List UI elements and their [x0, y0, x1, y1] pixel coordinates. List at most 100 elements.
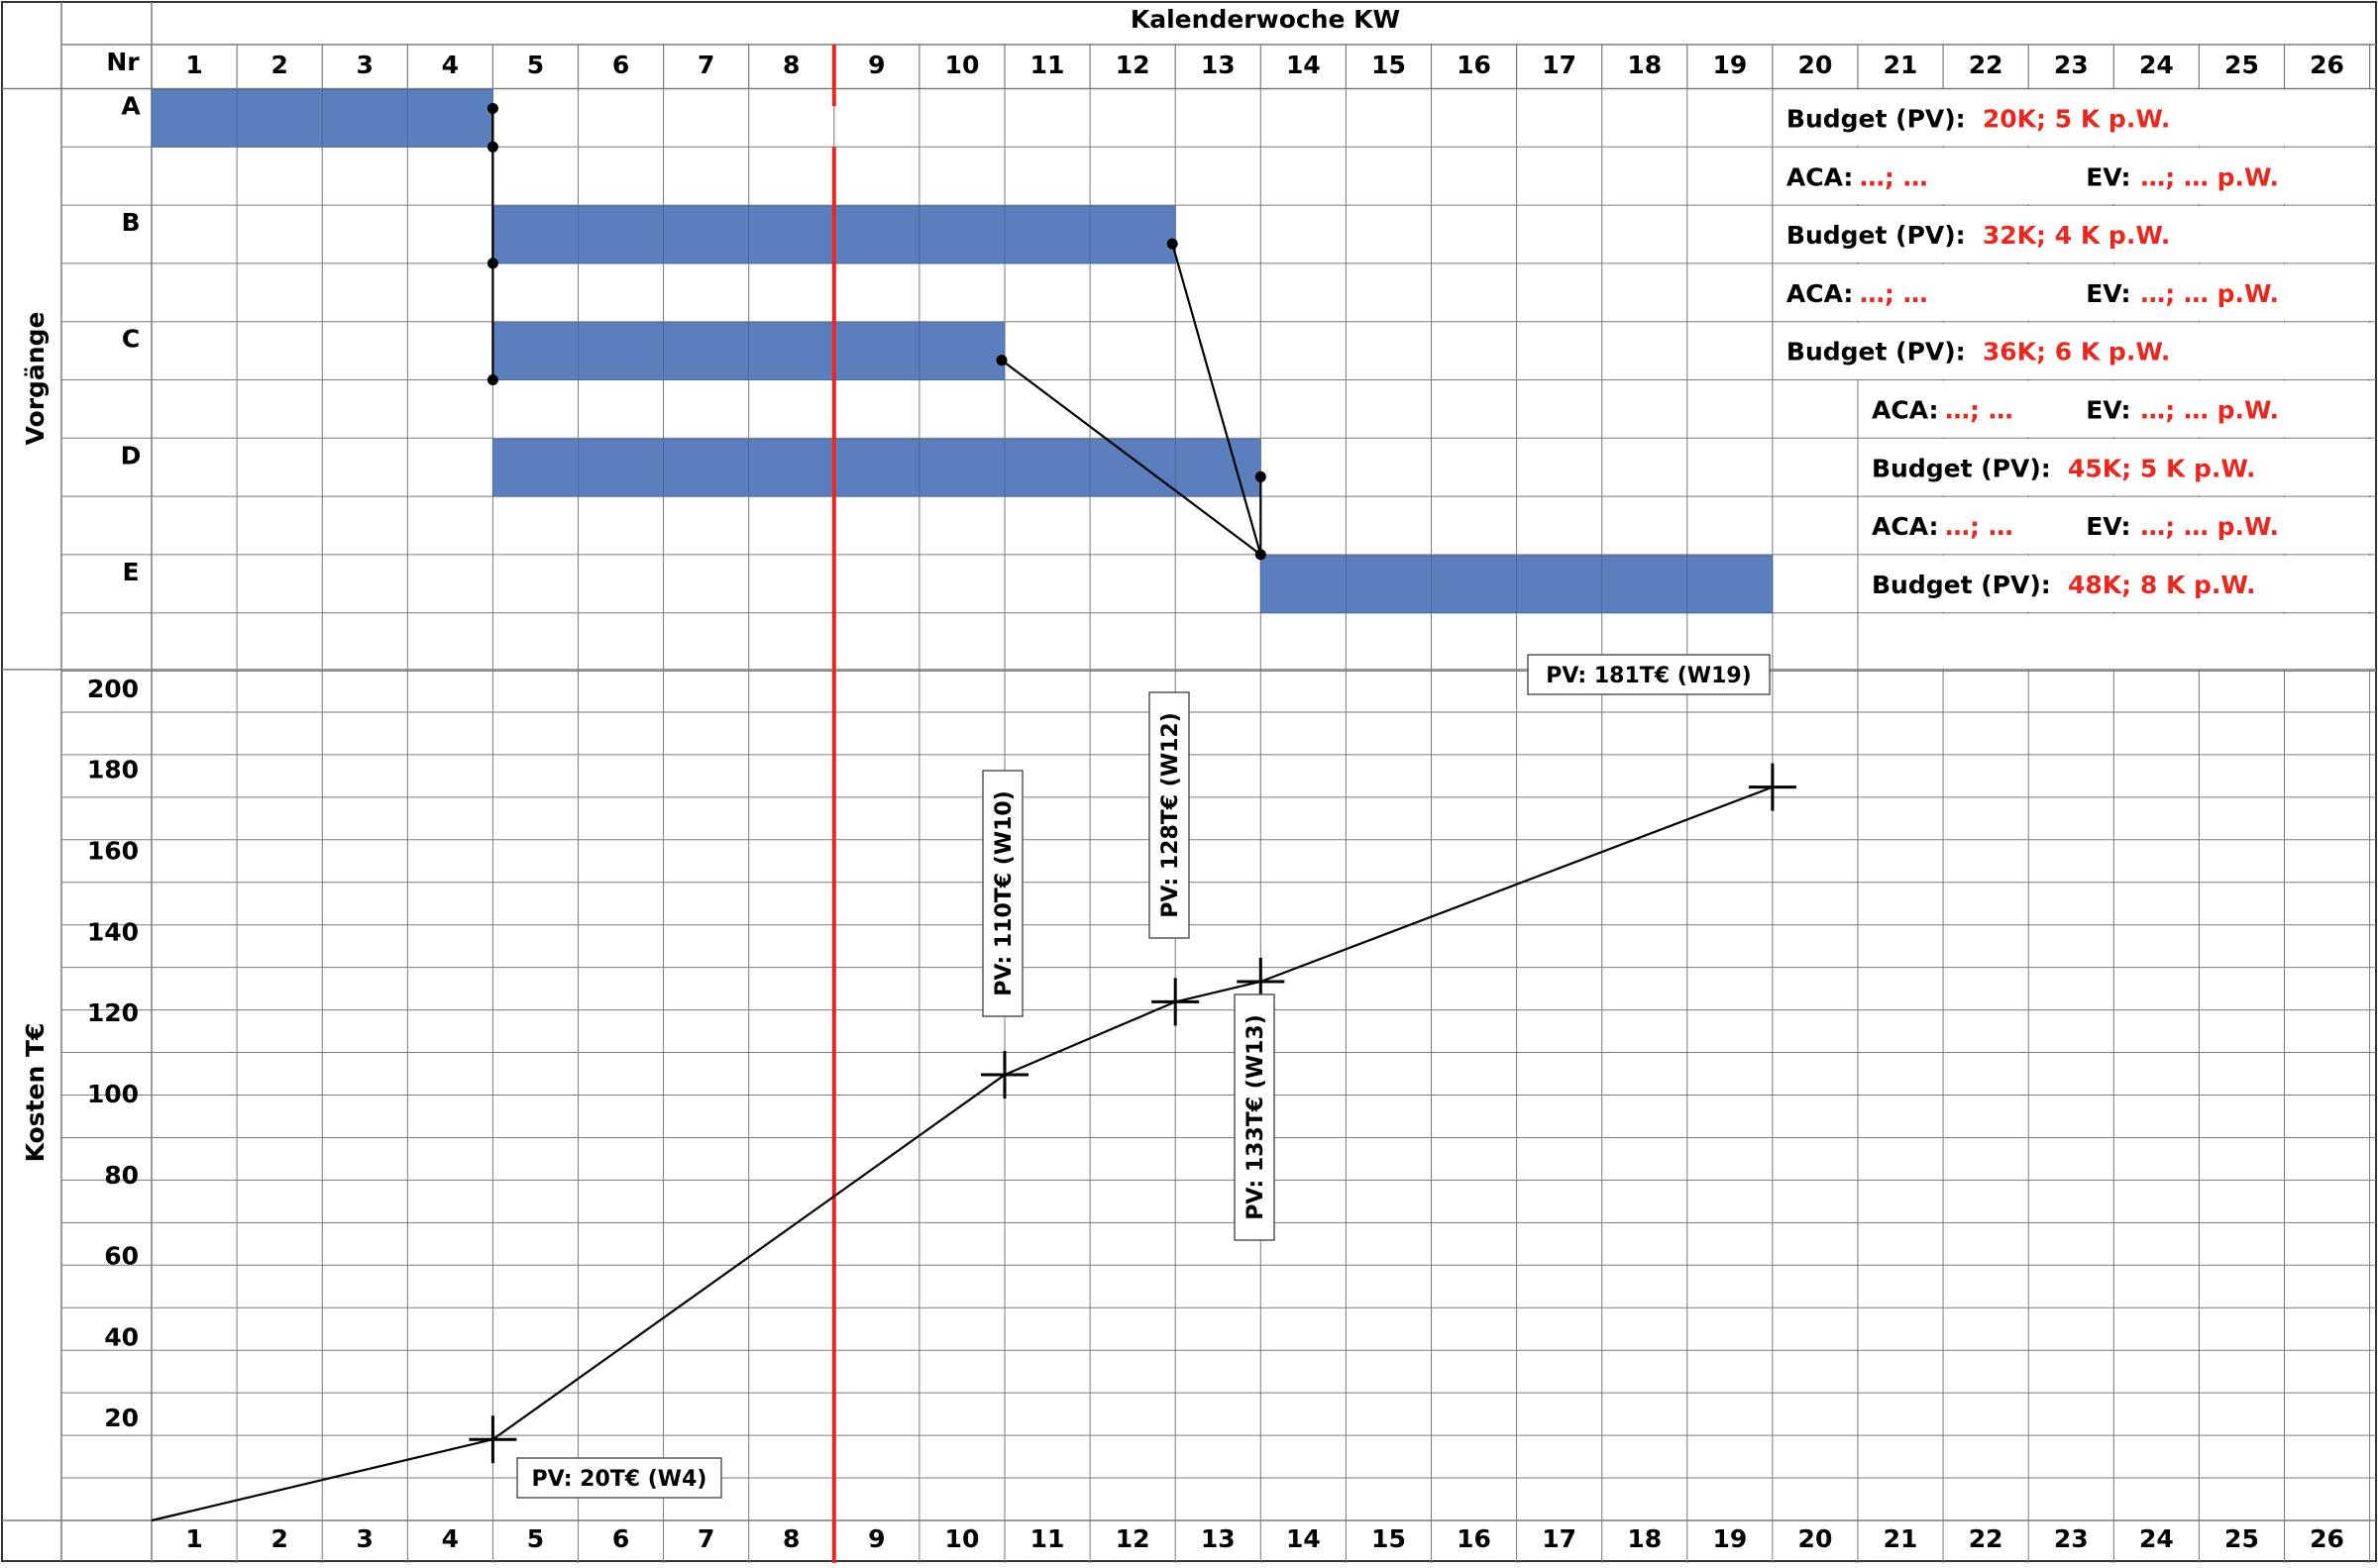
gantt-bar-b-segment — [748, 205, 835, 264]
gantt-bar-a-segment — [321, 89, 408, 148]
week-label-bottom: 16 — [1457, 1524, 1491, 1553]
week-label-top: 21 — [1884, 51, 1918, 79]
week-label-top: 3 — [357, 51, 374, 79]
pv-annotation-box — [982, 770, 1024, 1017]
pv-annotation-text: PV: 128T€ (W12) — [1158, 712, 1183, 918]
y-tick-label: 140 — [87, 917, 139, 946]
dependency-c-e — [1001, 359, 1261, 556]
activity-id-c: C — [122, 325, 140, 354]
week-label-bottom: 20 — [1798, 1524, 1833, 1553]
budget-label-c: Budget (PV): — [1786, 338, 1966, 366]
week-label-top: 22 — [1969, 51, 2003, 79]
week-label-bottom: 2 — [270, 1524, 287, 1553]
dependency-node — [1166, 238, 1178, 250]
week-label-top: 26 — [2310, 51, 2344, 79]
week-label-top: 10 — [945, 51, 980, 79]
week-label-top: 11 — [1030, 51, 1065, 79]
gantt-bar-b-segment — [663, 205, 750, 264]
week-label-bottom: 11 — [1030, 1524, 1065, 1553]
activity-id-a: A — [121, 92, 141, 121]
info-cell — [1859, 555, 2374, 612]
y-tick-label: 80 — [104, 1161, 139, 1190]
gantt-bar-d-segment — [1004, 438, 1091, 497]
gantt-bar-e-segment — [1345, 555, 1433, 614]
week-label-bottom: 4 — [442, 1524, 459, 1553]
info-cell — [1773, 263, 2374, 321]
gantt-bar-b-segment — [578, 205, 665, 264]
week-label-bottom: 15 — [1371, 1524, 1406, 1553]
pv-curve: PV: 20T€ (W4) PV: 110T€ (W10) PV: 128T€ (W… — [151, 654, 1796, 1522]
gantt-bar-e-segment — [1431, 555, 1518, 614]
gantt-bar-c-segment — [578, 322, 665, 381]
dependency-node — [1254, 470, 1266, 482]
ev-value-c: …; … p.W. — [2140, 396, 2279, 425]
calendar-week-title: Kalenderwoche KW — [1131, 5, 1400, 34]
dependency-links — [486, 103, 1266, 561]
ev-label-d: EV: — [2086, 512, 2130, 541]
info-cell — [1773, 322, 2374, 379]
labels: Kalenderwoche KW Nr Vorgänge Kosten T€ 1… — [21, 5, 2344, 1553]
week-label-bottom: 6 — [612, 1524, 629, 1553]
gantt-bar-b-segment — [833, 205, 920, 264]
y-tick-label: 40 — [104, 1322, 139, 1351]
week-label-top: 25 — [2224, 51, 2259, 79]
gantt-bar-d-segment — [919, 438, 1006, 497]
week-label-bottom: 17 — [1542, 1524, 1576, 1553]
week-label-bottom: 23 — [2054, 1524, 2089, 1553]
week-label-bottom: 8 — [783, 1524, 800, 1553]
week-label-bottom: 13 — [1201, 1524, 1236, 1553]
week-label-bottom: 1 — [185, 1524, 202, 1553]
dependency-b-e — [1171, 243, 1262, 556]
pv-curve-segment — [491, 1074, 1006, 1441]
gantt-bar-d-segment — [1174, 438, 1261, 497]
week-label-top: 1 — [185, 51, 202, 79]
gantt-bar-a-segment — [151, 89, 238, 148]
gantt-bar-c-segment — [663, 322, 750, 381]
dependency-node — [486, 141, 498, 153]
budget-value-a: 20K; 5 K p.W. — [1983, 105, 2170, 134]
week-label-bottom: 25 — [2224, 1524, 2259, 1553]
aca-value-b: …; … — [1860, 279, 1928, 308]
budget-value-e: 48K; 8 K p.W. — [2068, 571, 2255, 599]
week-label-top: 18 — [1627, 51, 1662, 79]
gantt-bar-d-segment — [578, 438, 665, 497]
gantt-bar-d-segment — [663, 438, 750, 497]
week-label-top: 20 — [1798, 51, 1833, 79]
gantt-bar-b-segment — [1004, 205, 1091, 264]
pv-annotation-text: PV: 20T€ (W4) — [532, 1467, 707, 1492]
info-cell — [1859, 497, 2374, 554]
activity-id-d: D — [121, 441, 142, 470]
budget-value-b: 32K; 4 K p.W. — [1983, 221, 2170, 250]
week-label-bottom: 5 — [527, 1524, 544, 1553]
info-cell — [1773, 206, 2374, 262]
gantt-bar-c-segment — [833, 322, 920, 381]
gantt-bar-e-segment — [1259, 555, 1347, 614]
budget-label-e: Budget (PV): — [1872, 571, 2051, 599]
gantt-bar-a-segment — [236, 89, 323, 148]
gantt-bar-c-segment — [748, 322, 835, 381]
week-label-bottom: 26 — [2310, 1524, 2344, 1553]
aca-value-a: …; … — [1860, 162, 1928, 191]
gantt-bar-a-segment — [406, 89, 493, 148]
y-tick-label: 20 — [104, 1404, 139, 1432]
ev-label-b: EV: — [2086, 279, 2130, 308]
gantt-bar-b-segment — [919, 205, 1006, 264]
aca-value-c: …; … — [1945, 396, 2013, 425]
y-tick-label: 120 — [87, 998, 139, 1027]
y-tick-label: 200 — [87, 675, 139, 703]
dependency-node — [996, 355, 1008, 366]
gantt-bar-d-segment — [1089, 438, 1176, 497]
week-label-top: 14 — [1286, 51, 1321, 79]
ev-value-b: …; … p.W. — [2140, 279, 2279, 308]
cost-axis-label: Kosten T€ — [21, 1023, 50, 1163]
budget-label-d: Budget (PV): — [1872, 454, 2051, 482]
week-label-top: 12 — [1116, 51, 1150, 79]
gantt-bar-e-segment — [1686, 555, 1774, 614]
aca-label-d: ACA: — [1872, 512, 1939, 541]
ev-value-d: …; … p.W. — [2140, 512, 2279, 541]
y-tick-label: 180 — [87, 756, 139, 784]
pv-curve-segment — [1259, 785, 1774, 983]
